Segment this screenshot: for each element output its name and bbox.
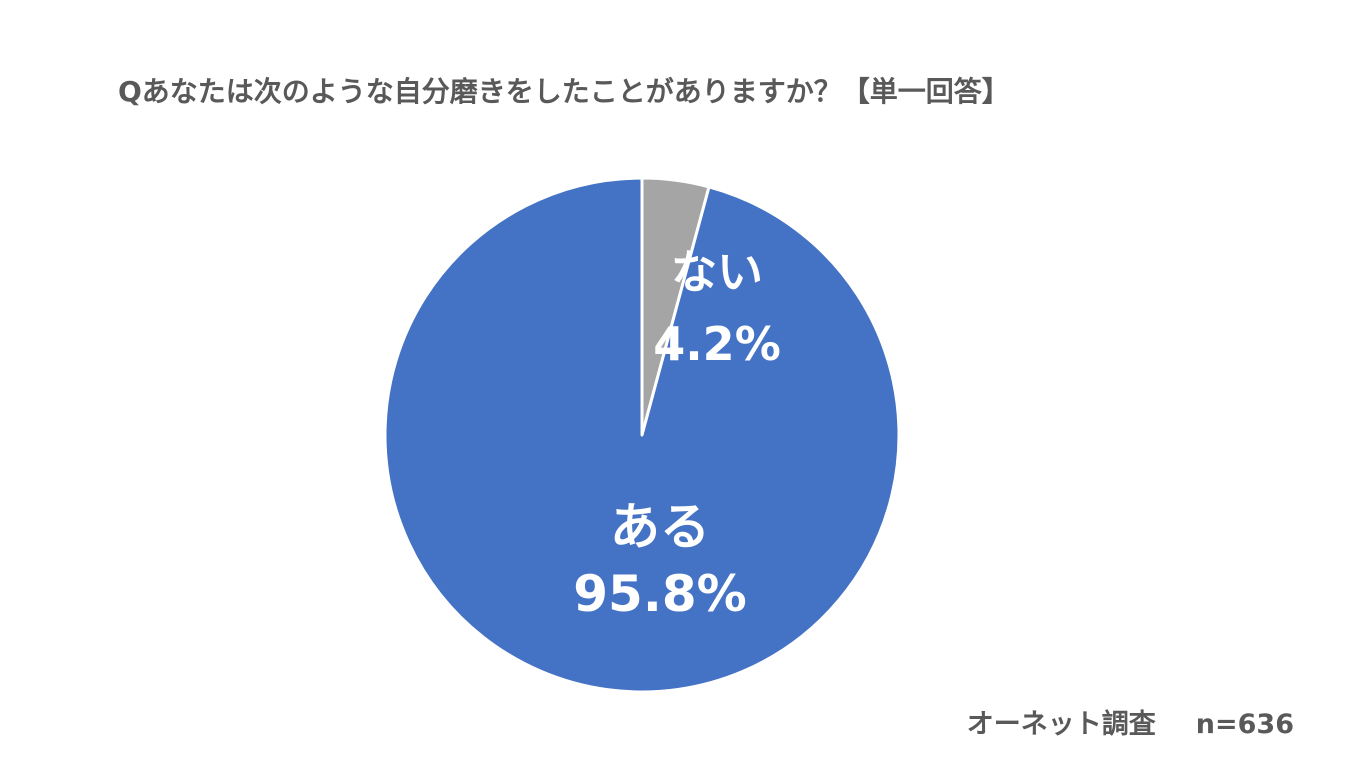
slice-category-label: ない [671,245,763,299]
slice-value-label: 95.8% [573,565,746,623]
slice-category-label: ある [610,498,710,556]
slice-value-label: 4.2% [653,317,781,371]
source-note: オーネット調査 [966,709,1156,740]
pie-labels: ない 4.2% ある 95.8% [573,245,781,623]
chart-title: Qあなたは次のような自分磨きをしたことがありますか？【単一回答】 [118,75,1010,108]
pie-slices [383,176,901,694]
chart-footer: オーネット調査 n=636 [967,702,1294,741]
sample-size: n=636 [1195,709,1294,740]
pie-slice-aru [383,176,901,694]
